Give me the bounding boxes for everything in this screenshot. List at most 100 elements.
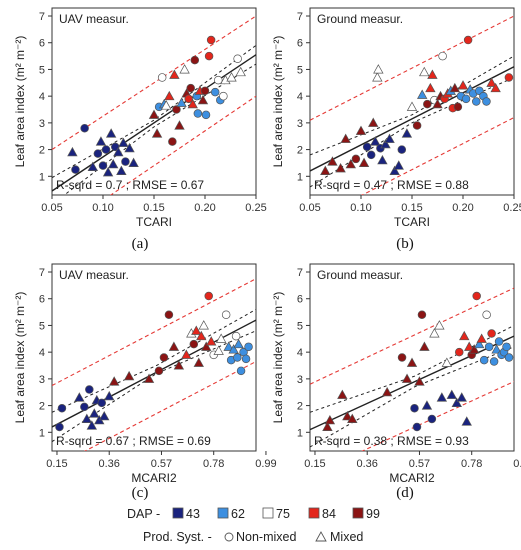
data-point — [484, 342, 494, 352]
data-point — [469, 344, 480, 354]
data-point — [486, 77, 497, 87]
prediction-interval-upper — [52, 15, 256, 151]
y-tick-label: 1 — [39, 171, 45, 183]
data-point — [124, 142, 135, 153]
y-tick-label: 2 — [39, 401, 45, 413]
data-point — [196, 330, 207, 341]
y-tick-label: 6 — [297, 294, 303, 306]
data-point — [472, 291, 481, 301]
data-points — [320, 35, 514, 175]
panel-title: Ground measur. — [317, 268, 403, 282]
data-point — [347, 413, 358, 423]
data-point — [384, 133, 395, 143]
confidence-interval-lower — [63, 63, 256, 195]
y-axis-title: Leaf area index (m² m⁻²) — [13, 36, 27, 168]
data-point — [148, 109, 160, 119]
data-point — [174, 120, 185, 130]
data-point — [81, 413, 93, 423]
data-point — [504, 353, 514, 362]
data-point — [419, 66, 430, 77]
y-tick-label: 5 — [39, 320, 45, 332]
data-point — [233, 54, 242, 64]
stats-label: R-sqrd = 0.38 ; RMSE = 0.93 — [314, 434, 469, 448]
x-axis-title: TCARI — [136, 215, 172, 229]
data-point — [401, 128, 413, 138]
legend-swatch-99 — [352, 507, 364, 519]
prediction-interval-upper — [310, 15, 514, 121]
y-tick-label: 5 — [297, 320, 303, 332]
legend-mixed: Mixed — [330, 530, 363, 544]
x-tick-label: 0.57 — [151, 458, 172, 470]
panel-title: UAV measur. — [59, 12, 129, 26]
y-tick-label: 3 — [297, 374, 303, 386]
legend-swatch-43 — [172, 507, 184, 519]
data-points — [67, 35, 246, 177]
data-point — [324, 414, 336, 425]
data-point — [184, 94, 193, 104]
data-point — [189, 339, 199, 349]
y-tick-label: 7 — [297, 267, 303, 279]
data-point — [457, 80, 469, 90]
data-point — [429, 328, 440, 338]
legend-swatch-75 — [262, 507, 274, 519]
data-point — [406, 101, 418, 111]
regression-line — [52, 54, 256, 192]
data-point — [423, 99, 432, 109]
data-point — [432, 98, 443, 109]
fit-lines — [52, 15, 256, 195]
data-point — [421, 400, 433, 410]
prediction-interval-lower — [361, 381, 514, 451]
data-point — [57, 404, 67, 413]
data-point — [104, 390, 115, 401]
data-point — [181, 349, 192, 359]
data-point — [172, 105, 181, 114]
data-point — [461, 416, 472, 426]
data-point — [193, 357, 204, 367]
data-point — [226, 72, 237, 82]
data-point — [168, 341, 180, 351]
x-tick-label: 0.57 — [409, 458, 430, 470]
data-point — [102, 166, 114, 177]
prediction-interval-upper — [310, 287, 514, 385]
data-point — [143, 373, 155, 383]
y-tick-label: 6 — [39, 38, 45, 50]
data-point — [154, 366, 164, 376]
data-point — [377, 154, 388, 165]
legend-mixed-marker — [315, 531, 327, 542]
prediction-interval-upper — [52, 278, 256, 387]
data-point — [487, 329, 496, 338]
data-point — [406, 357, 418, 367]
x-tick-label: 0.25 — [503, 202, 521, 214]
data-point — [425, 82, 436, 93]
data-point — [201, 341, 212, 351]
data-point — [401, 373, 413, 383]
y-tick-label: 5 — [39, 64, 45, 76]
x-tick-label: 0.10 — [350, 202, 371, 214]
data-point — [214, 75, 223, 85]
data-point — [87, 161, 98, 171]
x-axis-title: MCARI2 — [131, 471, 177, 485]
data-point — [161, 100, 172, 110]
data-point — [494, 337, 504, 346]
legend-dap-75: 75 — [276, 507, 290, 521]
data-point — [213, 345, 224, 355]
data-point — [441, 357, 453, 367]
y-tick-label: 7 — [39, 267, 45, 279]
data-point — [108, 158, 119, 169]
data-point — [105, 128, 117, 138]
data-point — [438, 51, 447, 61]
data-point — [482, 97, 491, 106]
data-point — [89, 408, 100, 418]
x-tick-label: 0.99 — [255, 458, 276, 470]
y-axis-title: Leaf area index (m² m⁻²) — [13, 292, 27, 424]
y-tick-label: 3 — [39, 118, 45, 130]
data-point — [397, 353, 407, 362]
data-point — [159, 353, 169, 362]
data-point — [412, 121, 422, 130]
data-point — [335, 162, 346, 173]
data-point — [200, 86, 210, 96]
data-point — [204, 291, 213, 301]
data-point — [206, 336, 217, 346]
data-point — [98, 161, 108, 170]
